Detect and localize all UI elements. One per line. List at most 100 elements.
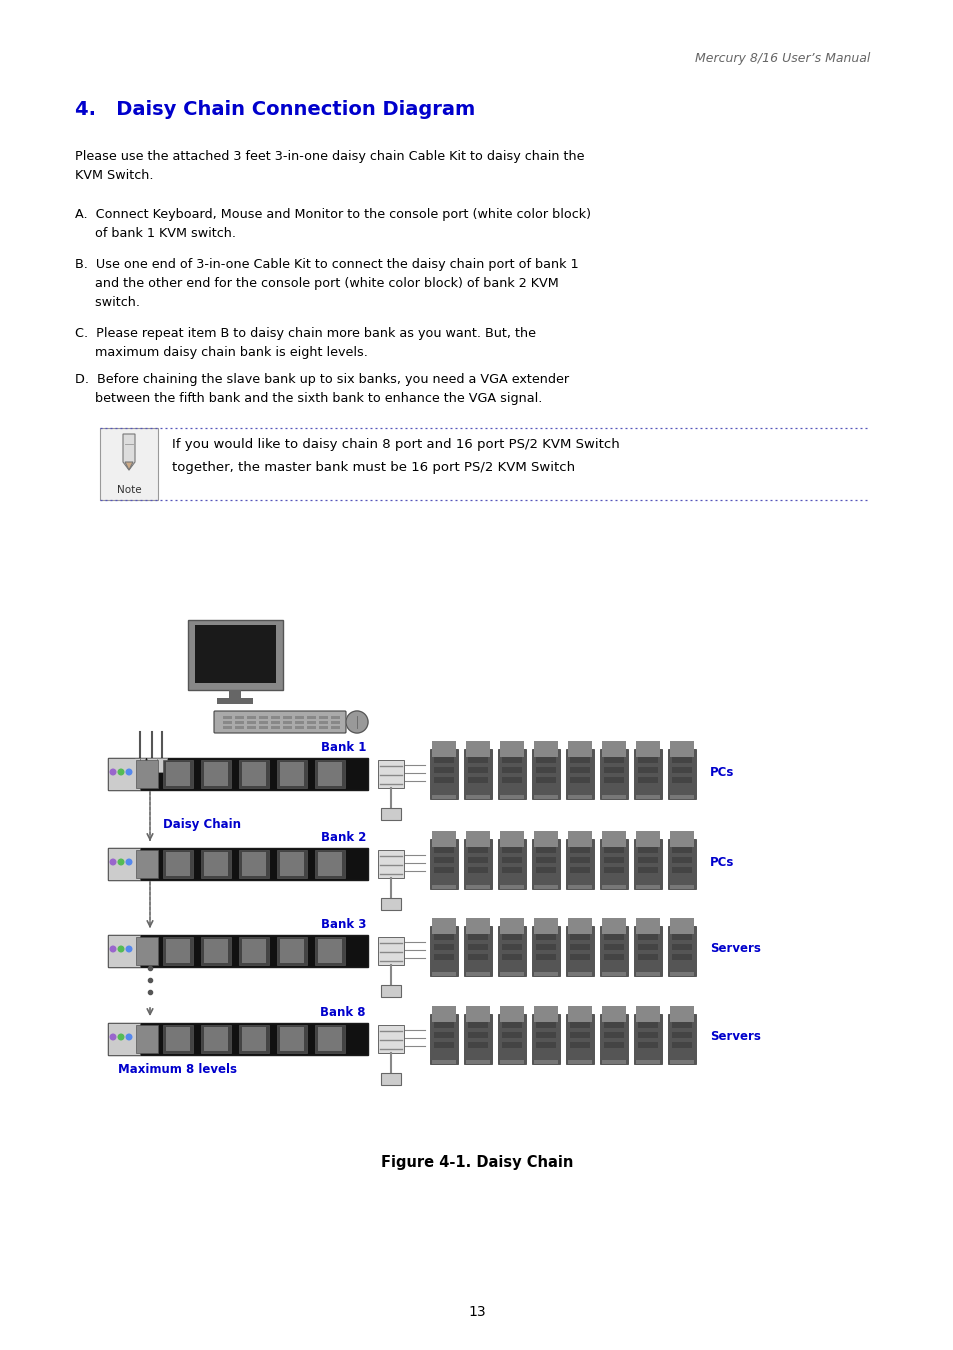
FancyBboxPatch shape	[569, 857, 589, 863]
FancyBboxPatch shape	[534, 741, 558, 757]
Text: 13: 13	[468, 1305, 485, 1319]
FancyBboxPatch shape	[671, 1022, 691, 1027]
FancyBboxPatch shape	[569, 1022, 589, 1027]
FancyBboxPatch shape	[136, 1025, 158, 1053]
FancyBboxPatch shape	[242, 852, 266, 876]
FancyBboxPatch shape	[283, 716, 292, 720]
FancyBboxPatch shape	[569, 944, 589, 950]
FancyBboxPatch shape	[569, 767, 589, 774]
FancyBboxPatch shape	[603, 1042, 623, 1048]
FancyBboxPatch shape	[669, 795, 693, 799]
FancyBboxPatch shape	[603, 1031, 623, 1038]
Text: Mercury 8/16 User’s Manual: Mercury 8/16 User’s Manual	[694, 53, 869, 65]
FancyBboxPatch shape	[536, 857, 556, 863]
Text: D.  Before chaining the slave bank up to six banks, you need a VGA extender
    : D. Before chaining the slave bank up to …	[75, 373, 569, 405]
FancyBboxPatch shape	[434, 778, 454, 783]
FancyBboxPatch shape	[136, 937, 158, 965]
FancyBboxPatch shape	[204, 1027, 228, 1052]
FancyBboxPatch shape	[242, 940, 266, 963]
Circle shape	[118, 859, 124, 865]
FancyBboxPatch shape	[468, 778, 488, 783]
FancyBboxPatch shape	[163, 937, 193, 965]
FancyBboxPatch shape	[536, 1022, 556, 1027]
FancyBboxPatch shape	[194, 625, 275, 683]
FancyBboxPatch shape	[638, 1031, 658, 1038]
FancyBboxPatch shape	[223, 716, 232, 720]
FancyBboxPatch shape	[671, 867, 691, 873]
FancyBboxPatch shape	[669, 972, 693, 976]
FancyBboxPatch shape	[314, 760, 345, 788]
FancyBboxPatch shape	[318, 721, 328, 724]
FancyBboxPatch shape	[532, 926, 559, 976]
FancyBboxPatch shape	[258, 716, 268, 720]
FancyBboxPatch shape	[569, 934, 589, 940]
FancyBboxPatch shape	[532, 838, 559, 890]
FancyBboxPatch shape	[280, 852, 304, 876]
FancyBboxPatch shape	[603, 767, 623, 774]
FancyBboxPatch shape	[567, 741, 592, 757]
FancyBboxPatch shape	[108, 1023, 368, 1054]
FancyBboxPatch shape	[501, 757, 521, 763]
FancyBboxPatch shape	[434, 857, 454, 863]
FancyBboxPatch shape	[468, 1022, 488, 1027]
FancyBboxPatch shape	[599, 838, 627, 890]
FancyBboxPatch shape	[465, 832, 490, 846]
FancyBboxPatch shape	[671, 954, 691, 960]
FancyBboxPatch shape	[536, 1042, 556, 1048]
Circle shape	[111, 769, 115, 775]
FancyBboxPatch shape	[601, 972, 625, 976]
FancyBboxPatch shape	[166, 1027, 190, 1052]
FancyBboxPatch shape	[669, 886, 693, 890]
FancyBboxPatch shape	[567, 918, 592, 934]
FancyBboxPatch shape	[569, 1042, 589, 1048]
FancyBboxPatch shape	[499, 795, 523, 799]
FancyBboxPatch shape	[669, 1060, 693, 1064]
FancyBboxPatch shape	[463, 926, 492, 976]
FancyBboxPatch shape	[294, 726, 304, 729]
FancyBboxPatch shape	[501, 1022, 521, 1027]
FancyBboxPatch shape	[667, 1014, 696, 1064]
FancyBboxPatch shape	[567, 832, 592, 846]
FancyBboxPatch shape	[671, 778, 691, 783]
FancyBboxPatch shape	[634, 838, 661, 890]
Text: 4.   Daisy Chain Connection Diagram: 4. Daisy Chain Connection Diagram	[75, 100, 475, 119]
FancyBboxPatch shape	[569, 778, 589, 783]
FancyBboxPatch shape	[188, 620, 283, 690]
FancyBboxPatch shape	[331, 716, 339, 720]
FancyBboxPatch shape	[501, 778, 521, 783]
FancyBboxPatch shape	[280, 940, 304, 963]
FancyBboxPatch shape	[536, 944, 556, 950]
FancyBboxPatch shape	[636, 795, 659, 799]
FancyBboxPatch shape	[432, 972, 456, 976]
FancyBboxPatch shape	[501, 1042, 521, 1048]
Circle shape	[111, 946, 115, 952]
FancyBboxPatch shape	[239, 850, 269, 878]
FancyBboxPatch shape	[430, 838, 457, 890]
FancyBboxPatch shape	[671, 757, 691, 763]
Text: A.  Connect Keyboard, Mouse and Monitor to the console port (white color block)
: A. Connect Keyboard, Mouse and Monitor t…	[75, 208, 590, 240]
FancyBboxPatch shape	[565, 838, 594, 890]
FancyBboxPatch shape	[669, 1006, 693, 1022]
FancyBboxPatch shape	[468, 867, 488, 873]
FancyBboxPatch shape	[314, 937, 345, 965]
FancyBboxPatch shape	[283, 721, 292, 724]
FancyBboxPatch shape	[377, 937, 403, 965]
FancyBboxPatch shape	[223, 721, 232, 724]
FancyBboxPatch shape	[108, 757, 368, 790]
FancyBboxPatch shape	[534, 1006, 558, 1022]
FancyBboxPatch shape	[157, 757, 167, 772]
FancyBboxPatch shape	[599, 1014, 627, 1064]
FancyBboxPatch shape	[434, 1042, 454, 1048]
Text: Maximum 8 levels: Maximum 8 levels	[118, 1062, 236, 1076]
FancyBboxPatch shape	[430, 749, 457, 799]
FancyBboxPatch shape	[638, 1022, 658, 1027]
FancyBboxPatch shape	[671, 767, 691, 774]
FancyBboxPatch shape	[601, 1006, 625, 1022]
FancyBboxPatch shape	[638, 778, 658, 783]
Text: Servers: Servers	[709, 1030, 760, 1044]
FancyBboxPatch shape	[671, 944, 691, 950]
FancyBboxPatch shape	[239, 760, 269, 788]
FancyBboxPatch shape	[634, 926, 661, 976]
FancyBboxPatch shape	[247, 726, 255, 729]
FancyBboxPatch shape	[434, 757, 454, 763]
